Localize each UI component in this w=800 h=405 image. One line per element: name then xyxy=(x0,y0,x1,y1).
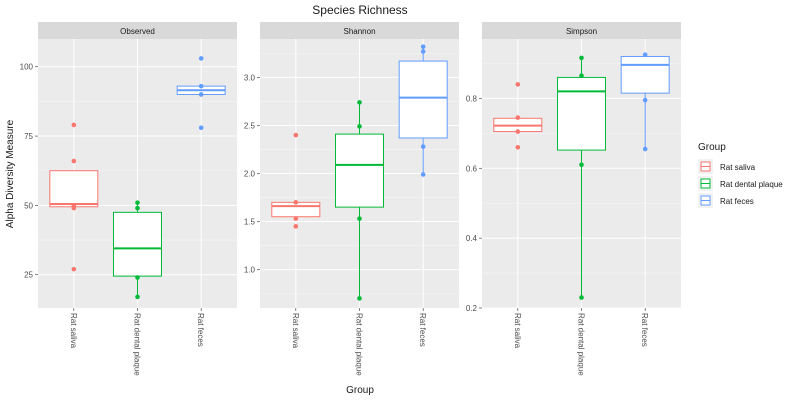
x-tick-label: Rat saliva xyxy=(291,313,300,349)
box-body xyxy=(398,60,448,139)
y-tick-label: 0.8 xyxy=(466,94,478,103)
box-rat-saliva xyxy=(49,122,99,272)
data-point xyxy=(420,144,426,149)
y-tick-label: 3.0 xyxy=(244,73,256,82)
data-point xyxy=(515,144,521,150)
y-tick-label: 0.4 xyxy=(466,234,478,243)
data-point xyxy=(420,44,426,49)
y-tick-label: 75 xyxy=(24,132,33,141)
box-body xyxy=(113,211,162,277)
box-body xyxy=(620,55,670,94)
x-axis-label: Group xyxy=(346,385,374,396)
data-point xyxy=(420,172,426,177)
box-body xyxy=(557,76,606,151)
legend-title: Group xyxy=(698,142,726,153)
data-point xyxy=(579,162,584,168)
box-body xyxy=(49,170,99,208)
box-rat-saliva xyxy=(271,132,321,229)
panel-strip-label: Shannon xyxy=(343,27,375,36)
data-point xyxy=(71,205,77,211)
x-tick-label: Rat feces xyxy=(418,313,427,347)
data-point xyxy=(135,205,140,211)
y-tick-label: 25 xyxy=(24,271,33,280)
y-tick-label: 1.5 xyxy=(244,218,256,227)
data-point xyxy=(357,100,362,105)
legend-entry-rat-dental-plaque: Rat dental plaque xyxy=(698,176,783,191)
data-point xyxy=(515,129,521,134)
box-rat-feces xyxy=(176,56,226,131)
y-tick-label: 0.6 xyxy=(466,164,478,173)
y-tick-label: 2.5 xyxy=(244,121,256,130)
data-point xyxy=(579,73,584,78)
box-rat-dental-plaque xyxy=(557,55,606,300)
x-tick-label: Rat feces xyxy=(196,313,205,347)
data-point xyxy=(642,52,648,58)
data-point xyxy=(135,200,140,205)
x-tick-label: Rat dental plaque xyxy=(355,313,364,376)
box-rat-feces xyxy=(398,44,448,177)
data-point xyxy=(642,146,648,152)
data-point xyxy=(198,83,204,89)
data-point xyxy=(71,122,77,128)
legend-label: Rat saliva xyxy=(720,163,756,172)
data-point xyxy=(357,216,362,221)
box-body xyxy=(335,133,384,208)
panels-layer: Observed 25 50 75 100 Rat saliva Rat dental pl… xyxy=(20,22,681,376)
panel-strip xyxy=(260,22,459,39)
legend-label: Rat dental plaque xyxy=(720,180,783,189)
data-point xyxy=(579,295,584,300)
data-point xyxy=(198,56,204,61)
data-point xyxy=(515,115,521,120)
data-point xyxy=(198,125,204,131)
panel-shannon: Shannon 1.0 1.5 2.0 2.5 3.0 Rat saliva Rat dent… xyxy=(244,22,459,376)
data-point xyxy=(71,266,77,272)
box-rat-dental-plaque xyxy=(113,200,162,300)
panel-strip xyxy=(482,22,681,39)
panel-observed: Observed 25 50 75 100 Rat saliva Rat dental pl… xyxy=(20,22,237,376)
box-rat-feces xyxy=(620,52,670,152)
x-tick-label: Rat feces xyxy=(640,313,649,347)
legend-label: Rat feces xyxy=(720,197,754,206)
data-point xyxy=(293,132,299,138)
y-tick-label: 100 xyxy=(20,63,34,72)
x-tick-label: Rat saliva xyxy=(69,313,78,349)
legend-entry-rat-feces: Rat feces xyxy=(698,193,754,208)
data-point xyxy=(357,124,362,129)
data-point xyxy=(293,216,299,221)
data-point xyxy=(357,296,362,301)
data-point xyxy=(135,294,140,300)
panel-strip-label: Simpson xyxy=(566,27,597,36)
y-tick-label: 50 xyxy=(24,201,33,210)
data-point xyxy=(293,200,299,205)
y-tick-label: 0.2 xyxy=(466,304,478,313)
x-tick-label: Rat dental plaque xyxy=(577,313,586,376)
y-tick-label: 2.0 xyxy=(244,170,256,179)
panel-strip xyxy=(38,22,237,39)
data-point xyxy=(642,97,648,103)
panel-strip-label: Observed xyxy=(120,27,155,36)
y-axis-label: Alpha Diversity Measure xyxy=(5,119,16,228)
legend: Group Rat saliva Rat dental plaque Rat fec… xyxy=(698,142,783,208)
data-point xyxy=(579,55,584,61)
panel-simpson: Simpson 0.2 0.4 0.6 0.8 Rat saliva Rat dental … xyxy=(466,22,681,376)
data-point xyxy=(198,92,204,97)
data-point xyxy=(515,82,521,87)
data-point xyxy=(135,275,140,280)
legend-entry-rat-saliva: Rat saliva xyxy=(698,159,756,174)
box-rat-dental-plaque xyxy=(335,100,384,301)
data-point xyxy=(71,158,77,164)
y-tick-label: 1.0 xyxy=(244,266,256,275)
box-rat-saliva xyxy=(493,82,543,150)
x-tick-label: Rat saliva xyxy=(513,313,522,349)
data-point xyxy=(420,49,426,54)
x-tick-label: Rat dental plaque xyxy=(133,313,142,376)
data-point xyxy=(293,224,299,229)
chart-title: Species Richness xyxy=(312,3,407,17)
